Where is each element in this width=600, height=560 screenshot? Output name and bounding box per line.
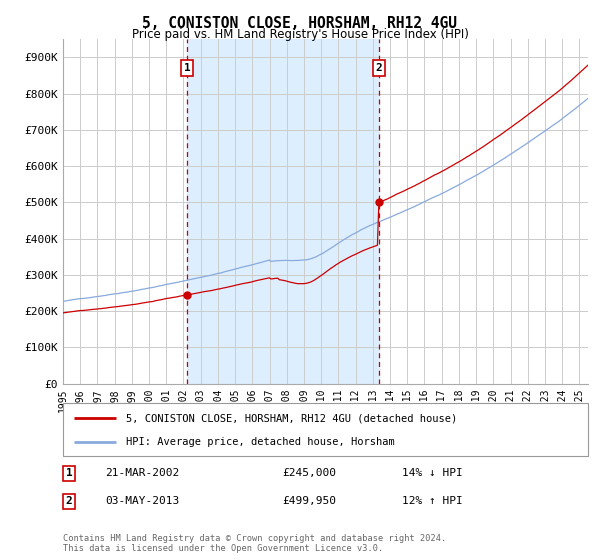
Text: £245,000: £245,000 <box>282 468 336 478</box>
Text: £499,950: £499,950 <box>282 496 336 506</box>
Text: Contains HM Land Registry data © Crown copyright and database right 2024.
This d: Contains HM Land Registry data © Crown c… <box>63 534 446 553</box>
Text: Price paid vs. HM Land Registry's House Price Index (HPI): Price paid vs. HM Land Registry's House … <box>131 28 469 41</box>
Bar <box>187 39 379 384</box>
Text: 14% ↓ HPI: 14% ↓ HPI <box>402 468 463 478</box>
Text: 5, CONISTON CLOSE, HORSHAM, RH12 4GU (detached house): 5, CONISTON CLOSE, HORSHAM, RH12 4GU (de… <box>126 413 457 423</box>
Text: 2: 2 <box>376 63 382 73</box>
Text: HPI: Average price, detached house, Horsham: HPI: Average price, detached house, Hors… <box>126 436 395 446</box>
Text: 1: 1 <box>65 468 73 478</box>
Text: 5, CONISTON CLOSE, HORSHAM, RH12 4GU: 5, CONISTON CLOSE, HORSHAM, RH12 4GU <box>143 16 458 31</box>
Text: 03-MAY-2013: 03-MAY-2013 <box>105 496 179 506</box>
Text: 12% ↑ HPI: 12% ↑ HPI <box>402 496 463 506</box>
Text: 21-MAR-2002: 21-MAR-2002 <box>105 468 179 478</box>
Text: 1: 1 <box>184 63 191 73</box>
Text: 2: 2 <box>65 496 73 506</box>
FancyBboxPatch shape <box>63 403 588 456</box>
